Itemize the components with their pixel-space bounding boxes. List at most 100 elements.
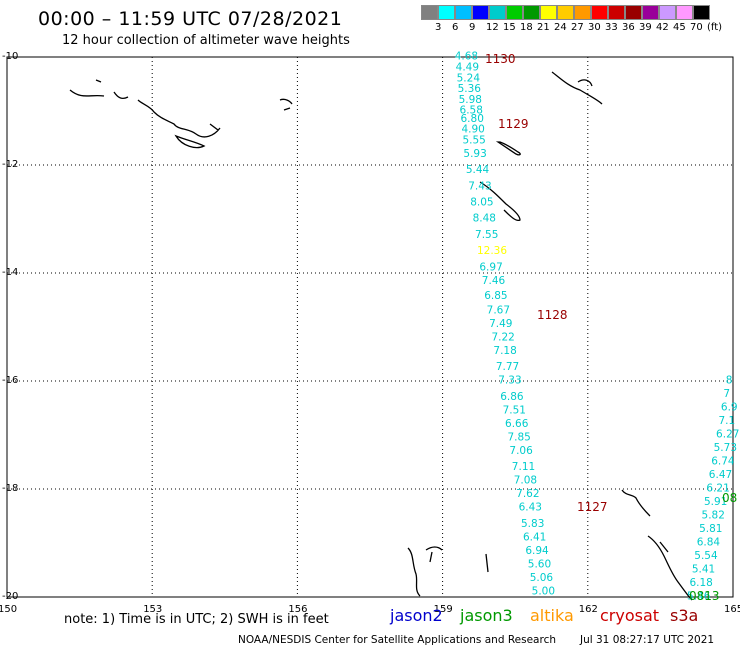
longitude-label: 165 bbox=[724, 604, 740, 615]
scale-label: 3 bbox=[435, 22, 442, 33]
wave-height-value: 5.36 bbox=[458, 83, 482, 95]
scale-swatch-4 bbox=[489, 5, 506, 20]
wave-height-value: 5.91 bbox=[704, 496, 727, 508]
wave-height-value: 5.60 bbox=[528, 558, 551, 570]
wave-height-value: 5.06 bbox=[530, 572, 554, 584]
wave-height-value: 7 bbox=[723, 388, 730, 400]
scale-swatch-9 bbox=[574, 5, 591, 20]
scale-swatch-0 bbox=[421, 5, 438, 20]
color-scale-labels: 3 6 9 12 15 18 21 24 27 30 33 36 39 42 45 70 (ft) bbox=[421, 22, 740, 36]
scale-swatch-8 bbox=[557, 5, 574, 20]
wave-height-value: 6.41 bbox=[523, 531, 546, 543]
wave-height-value: 6.18 bbox=[689, 577, 712, 589]
scale-swatch-16 bbox=[693, 5, 710, 20]
wave-height-value: 5.54 bbox=[694, 550, 718, 562]
wave-height-value: 7.49 bbox=[489, 318, 512, 330]
wave-height-value: 7.85 bbox=[507, 431, 530, 443]
latitude-label: -12 bbox=[2, 159, 19, 170]
wave-height-value: 6.85 bbox=[484, 290, 507, 302]
pass-time-labels: 1130 1129 1128 1127 0813 08 bbox=[485, 52, 737, 603]
wave-height-value: 7.11 bbox=[512, 461, 535, 473]
wave-height-value: 6.27 bbox=[716, 429, 739, 441]
coastline-new-caledonia bbox=[621, 489, 693, 601]
time-label-1128: 1128 bbox=[537, 308, 568, 322]
wave-height-value: 6.80 bbox=[461, 113, 484, 125]
wave-height-value: 6.58 bbox=[460, 105, 483, 117]
scale-swatch-12 bbox=[625, 5, 642, 20]
scale-swatch-13 bbox=[642, 5, 659, 20]
legend-cryosat: cryosat bbox=[600, 606, 660, 625]
coastline-new-britain-east bbox=[69, 79, 221, 149]
wave-height-value: 7.06 bbox=[509, 445, 533, 457]
wave-height-value: 5.82 bbox=[702, 510, 725, 522]
wave-height-value: 7.33 bbox=[498, 375, 521, 387]
time-label-0813: 0813 bbox=[689, 589, 720, 603]
time-label-1129: 1129 bbox=[498, 117, 529, 131]
page-title: 00:00 – 11:59 UTC 07/28/2021 bbox=[38, 8, 343, 30]
scale-label: 39 bbox=[639, 22, 652, 33]
time-label-1130: 1130 bbox=[485, 52, 516, 66]
wave-height-value: 6.66 bbox=[505, 418, 529, 430]
legend-s3a: s3a bbox=[670, 606, 699, 625]
wave-height-value: 7.08 bbox=[514, 475, 537, 487]
wave-height-value: 8.05 bbox=[470, 197, 493, 209]
latitude-label: -18 bbox=[2, 483, 19, 494]
coastline-australia-reef bbox=[407, 546, 443, 597]
wave-height-value: 6.74 bbox=[711, 456, 735, 468]
credit-line: NOAA/NESDIS Center for Satellite Applica… bbox=[238, 634, 556, 646]
legend-altika: altika bbox=[530, 606, 574, 625]
wave-height-value: 6.47 bbox=[709, 469, 732, 481]
lat-lon-grid bbox=[6, 56, 734, 598]
wave-height-value: 6.97 bbox=[479, 261, 502, 273]
footer-note: note: 1) Time is in UTC; 2) SWH is in fe… bbox=[64, 612, 329, 627]
wave-height-value: 5.83 bbox=[521, 518, 544, 530]
wave-height-value: 5.24 bbox=[457, 72, 481, 84]
legend-jason2: jason2 bbox=[390, 606, 443, 625]
wave-height-value: 5.00 bbox=[532, 585, 555, 597]
wave-height-value: 8.48 bbox=[473, 213, 496, 225]
scale-label: 33 bbox=[605, 22, 618, 33]
scale-label: 27 bbox=[571, 22, 584, 33]
latitude-label: -14 bbox=[2, 267, 19, 278]
latitude-label: -16 bbox=[2, 375, 19, 386]
scale-swatch-3 bbox=[472, 5, 489, 20]
scale-label: (ft) bbox=[707, 22, 723, 33]
scale-swatch-14 bbox=[659, 5, 676, 20]
wave-height-value: 5.73 bbox=[714, 442, 737, 454]
longitude-label: 150 bbox=[0, 604, 18, 615]
latitude-label: -10 bbox=[2, 51, 19, 62]
wave-height-labels: 4.684.495.245.365.986.586.804.905.55 5.93… bbox=[455, 51, 740, 603]
wave-height-value: 7.55 bbox=[475, 229, 498, 241]
wave-height-value: 6.21 bbox=[706, 483, 729, 495]
wave-height-value: 7.1 bbox=[718, 415, 735, 427]
wave-height-value: 7.62 bbox=[516, 488, 539, 500]
longitude-label: 156 bbox=[288, 604, 308, 615]
longitude-label: 162 bbox=[578, 604, 598, 615]
wave-height-value: 8 bbox=[726, 375, 733, 387]
wave-height-value: 5.98 bbox=[459, 94, 482, 106]
scale-swatch-11 bbox=[608, 5, 625, 20]
scale-label: 45 bbox=[673, 22, 686, 33]
scale-label: 6 bbox=[452, 22, 459, 33]
coastline-choiseul bbox=[551, 71, 603, 105]
coastlines bbox=[69, 71, 693, 601]
wave-height-value: 6.84 bbox=[697, 537, 721, 549]
scale-swatch-5 bbox=[506, 5, 523, 20]
generated-timestamp: Jul 31 08:27:17 UTC 2021 bbox=[580, 634, 715, 646]
scale-label: 70 bbox=[690, 22, 703, 33]
wave-height-value: 4.49 bbox=[456, 62, 479, 74]
wave-height-value: 7.51 bbox=[503, 404, 526, 416]
scale-swatch-15 bbox=[676, 5, 693, 20]
latitude-label: -20 bbox=[2, 591, 19, 602]
time-label-1127: 1127 bbox=[577, 500, 608, 514]
coastline-santa-isabel bbox=[495, 141, 521, 156]
wave-height-value: 12.36 bbox=[477, 245, 507, 257]
scale-label: 30 bbox=[588, 22, 601, 33]
wave-height-color-scale bbox=[421, 5, 710, 20]
legend-jason3: jason3 bbox=[460, 606, 513, 625]
time-label-08: 08 bbox=[722, 491, 737, 505]
wave-height-value: 6.9 bbox=[721, 402, 738, 414]
scale-swatch-10 bbox=[591, 5, 608, 20]
